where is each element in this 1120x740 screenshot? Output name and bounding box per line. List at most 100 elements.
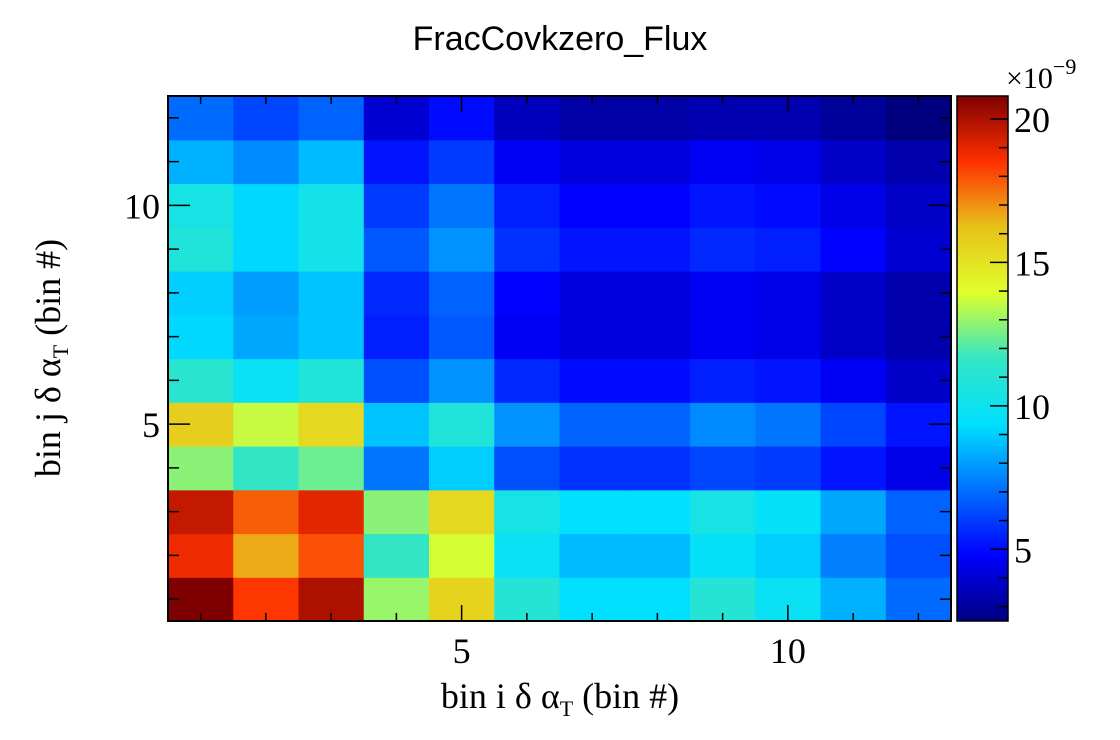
heatmap-cell [429, 314, 495, 360]
heatmap-cell [755, 271, 822, 316]
heatmap-cell [298, 227, 365, 272]
x-axis-label-unit: (bin #) [573, 676, 679, 716]
heatmap-cell [690, 314, 756, 360]
heatmap-cell [755, 227, 822, 272]
heatmap-cell [233, 446, 300, 491]
heatmap-cell [233, 402, 300, 447]
heatmap-cell [494, 489, 561, 535]
heatmap-cell [624, 446, 691, 491]
y-axis-label: bin j δ αT (bin #) [28, 239, 73, 477]
y-tick-label: 5 [142, 405, 160, 445]
heatmap-cell [363, 314, 430, 360]
heatmap-cell [233, 227, 300, 272]
heatmap-cell [429, 227, 495, 272]
color-scale-tick-label: 15 [1014, 243, 1050, 283]
heatmap-cell [298, 183, 365, 228]
heatmap-cell [233, 314, 300, 360]
heatmap-cell [690, 489, 756, 535]
heatmap-cell [820, 227, 887, 272]
heatmap-cell [298, 314, 365, 360]
heatmap-cell [690, 358, 756, 403]
heatmap-cell [624, 533, 691, 578]
heatmap-cell [233, 533, 300, 578]
heatmap-cell [820, 489, 887, 535]
heatmap-cell [690, 183, 756, 228]
heatmap-cell [494, 402, 561, 447]
heatmap-cell [690, 139, 756, 185]
heatmap-cell [363, 446, 430, 491]
heatmap-cell [559, 227, 626, 272]
color-scale-tick-label: 20 [1014, 100, 1050, 140]
heatmap-cell [559, 402, 626, 447]
heatmap-cell [298, 402, 365, 447]
heatmap-cell [298, 271, 365, 316]
heatmap-cell [755, 139, 822, 185]
heatmap-cell [363, 358, 430, 403]
heatmap-cell [559, 271, 626, 316]
heatmap-cell [755, 183, 822, 228]
x-axis-label: bin i δ αT (bin #) [441, 676, 679, 721]
heatmap-cell [363, 402, 430, 447]
heatmap-cell [429, 489, 495, 535]
heatmap-cell [624, 271, 691, 316]
heatmap-cell [233, 358, 300, 403]
heatmap-cell [363, 183, 430, 228]
color-scale-bar [957, 96, 1008, 621]
color-scale-multiplier: ×10−9 [1006, 54, 1076, 95]
heatmap-cell [298, 358, 365, 403]
x-tick-label: 5 [453, 631, 471, 671]
axis-ticks: 5 10 5 10 [124, 96, 951, 671]
heatmap-cell [559, 533, 626, 578]
color-scale-ticks: 5 10 15 20 [990, 100, 1050, 608]
heatmap-cell [755, 533, 822, 578]
heatmap-cell [559, 358, 626, 403]
heatmap-cell [494, 314, 561, 360]
heatmap-cell [494, 183, 561, 228]
heatmap-cell [624, 139, 691, 185]
x-axis-label-sub: T [560, 696, 574, 721]
heatmap-cell [820, 446, 887, 491]
heatmap-cell [494, 446, 561, 491]
heatmap-cell [690, 402, 756, 447]
heatmap-cell [820, 533, 887, 578]
heatmap-cell [298, 139, 365, 185]
color-scale-tick-label: 5 [1014, 530, 1032, 570]
heatmap-cell [494, 271, 561, 316]
heatmap-cell [690, 446, 756, 491]
heatmap-cell [429, 533, 495, 578]
color-scale-exponent: −9 [1053, 54, 1076, 79]
heatmap-cell [429, 358, 495, 403]
heatmap-cell [494, 227, 561, 272]
heatmap-cell [233, 271, 300, 316]
heatmap-cell [820, 183, 887, 228]
heatmap-cell [559, 446, 626, 491]
heatmap-cell [624, 227, 691, 272]
heatmap-cell [494, 358, 561, 403]
heatmap-cell [363, 139, 430, 185]
heatmap-cell [624, 183, 691, 228]
heatmap-cell [820, 314, 887, 360]
heatmap-cell [755, 489, 822, 535]
heatmap-cell [298, 489, 365, 535]
heatmap-cell [363, 533, 430, 578]
chart-title: FracCovkzero_Flux [413, 20, 708, 58]
y-axis-label-main: bin j δ α [28, 358, 68, 477]
heatmap-cell [429, 139, 495, 185]
heatmap-cell [494, 533, 561, 578]
heatmap-cell [690, 227, 756, 272]
color-scale-frame [956, 95, 1009, 622]
heatmap-cell [429, 402, 495, 447]
heatmap-cell [755, 446, 822, 491]
x-axis-label-main: bin i δ α [441, 676, 560, 716]
heatmap-cell [298, 533, 365, 578]
heatmap-cell [559, 314, 626, 360]
heatmap-cell [820, 358, 887, 403]
heatmap-cell [624, 402, 691, 447]
color-scale-multiplier-base: ×10 [1006, 62, 1053, 95]
heatmap-cell [690, 533, 756, 578]
heatmap-cell [690, 271, 756, 316]
heatmap-cell [624, 314, 691, 360]
heatmap-cell [755, 358, 822, 403]
